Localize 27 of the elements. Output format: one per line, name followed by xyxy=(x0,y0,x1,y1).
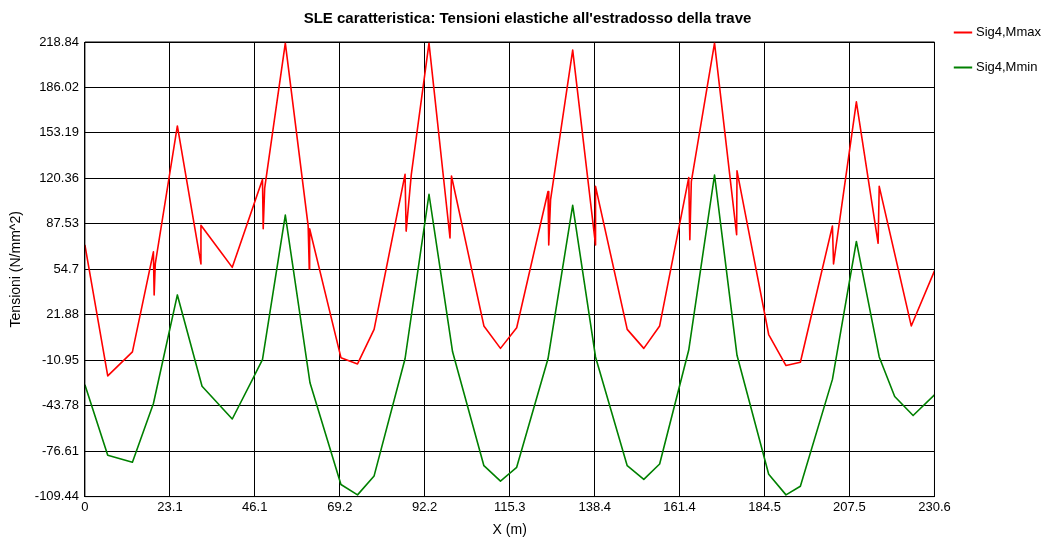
y-tick-label: 54.7 xyxy=(53,260,79,276)
x-tick-label: 69.2 xyxy=(327,498,353,514)
x-tick-label: 138.4 xyxy=(578,498,612,514)
x-tick-label: 230.6 xyxy=(918,498,951,514)
y-tick-label: 21.88 xyxy=(46,306,79,322)
y-tick-label: 218.84 xyxy=(39,33,79,49)
y-tick-label: 87.53 xyxy=(46,215,79,231)
x-axis-title: X (m) xyxy=(492,521,527,538)
y-tick-label: -76.61 xyxy=(42,442,79,458)
x-tick-label: 161.4 xyxy=(663,498,696,514)
y-tick-label: -43.78 xyxy=(42,397,79,413)
y-tick-label: 153.19 xyxy=(39,124,79,140)
y-tick-label: 120.36 xyxy=(39,169,79,185)
y-tick-label: -109.44 xyxy=(34,488,79,504)
x-tick-label: 0 xyxy=(81,498,89,514)
x-tick-label: 184.5 xyxy=(748,498,781,514)
x-tick-label: 92.2 xyxy=(411,498,438,514)
y-tick-label: -10.95 xyxy=(42,351,79,367)
x-tick-label: 23.1 xyxy=(157,498,183,514)
legend-label: Sig4,Mmax xyxy=(975,24,1042,40)
x-tick-label: 207.5 xyxy=(833,498,866,514)
y-axis-title: Tensioni (N/mm^2) xyxy=(7,211,24,328)
legend-label: Sig4,Mmin xyxy=(975,59,1038,75)
x-tick-label: 115.3 xyxy=(493,498,526,514)
chart-title: SLE caratteristica: Tensioni elastiche all'estradosso della trave xyxy=(303,9,752,27)
y-tick-label: 186.02 xyxy=(39,79,79,95)
x-tick-label: 46.1 xyxy=(242,498,268,514)
